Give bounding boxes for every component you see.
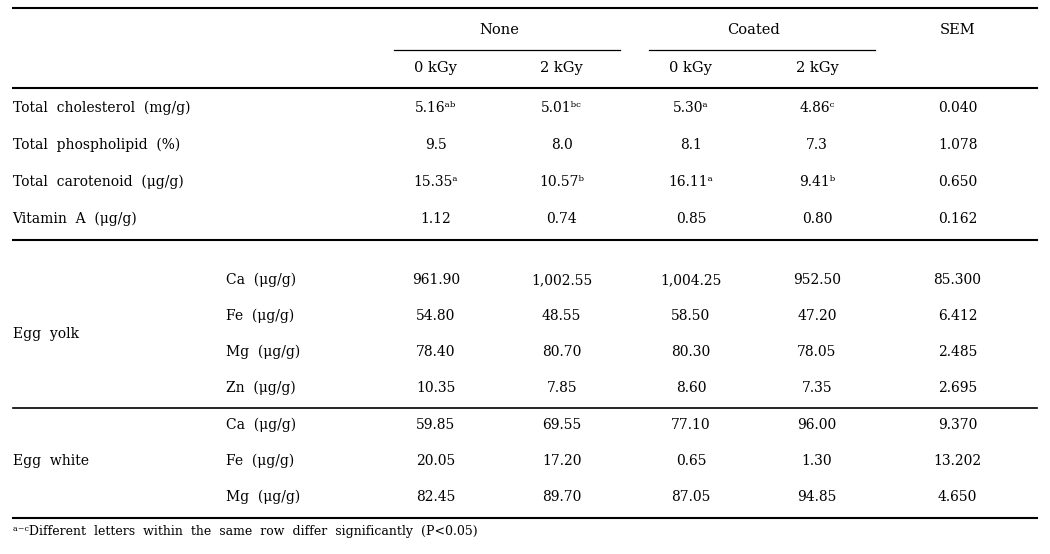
Text: 7.35: 7.35 xyxy=(801,381,833,395)
Text: 47.20: 47.20 xyxy=(797,309,837,323)
Text: 82.45: 82.45 xyxy=(416,490,456,504)
Text: 8.0: 8.0 xyxy=(551,138,572,152)
Text: 0.650: 0.650 xyxy=(938,175,978,189)
Text: 4.86ᶜ: 4.86ᶜ xyxy=(799,101,835,115)
Text: 77.10: 77.10 xyxy=(671,418,711,432)
Text: 0.80: 0.80 xyxy=(801,212,833,226)
Text: 15.35ᵃ: 15.35ᵃ xyxy=(414,175,458,189)
Text: 78.40: 78.40 xyxy=(416,345,456,359)
Text: 0.74: 0.74 xyxy=(546,212,578,226)
Text: Mg  (μg/g): Mg (μg/g) xyxy=(226,490,300,504)
Text: 9.5: 9.5 xyxy=(425,138,446,152)
Text: 16.11ᵃ: 16.11ᵃ xyxy=(669,175,713,189)
Text: 1.078: 1.078 xyxy=(938,138,978,152)
Text: Ca  (μg/g): Ca (μg/g) xyxy=(226,273,296,287)
Text: 1.12: 1.12 xyxy=(420,212,451,226)
Text: Egg  yolk: Egg yolk xyxy=(13,327,79,341)
Text: 961.90: 961.90 xyxy=(412,273,460,287)
Text: 5.01ᵇᶜ: 5.01ᵇᶜ xyxy=(542,101,582,115)
Text: 1,002.55: 1,002.55 xyxy=(531,273,592,287)
Text: Fe  (μg/g): Fe (μg/g) xyxy=(226,309,294,323)
Text: 69.55: 69.55 xyxy=(542,418,582,432)
Text: 87.05: 87.05 xyxy=(671,490,711,504)
Text: 7.3: 7.3 xyxy=(806,138,827,152)
Text: 0.162: 0.162 xyxy=(938,212,978,226)
Text: 0.65: 0.65 xyxy=(675,454,707,468)
Text: 9.41ᵇ: 9.41ᵇ xyxy=(799,175,835,189)
Text: 58.50: 58.50 xyxy=(671,309,711,323)
Text: 952.50: 952.50 xyxy=(793,273,841,287)
Text: 8.1: 8.1 xyxy=(680,138,701,152)
Text: 10.35: 10.35 xyxy=(416,381,456,395)
Text: ᵃ⁻ᶜDifferent  letters  within  the  same  row  differ  significantly  (P<0.05): ᵃ⁻ᶜDifferent letters within the same row… xyxy=(13,526,477,538)
Text: Total  carotenoid  (μg/g): Total carotenoid (μg/g) xyxy=(13,175,184,189)
Text: 85.300: 85.300 xyxy=(933,273,982,287)
Text: Total  cholesterol  (mg/g): Total cholesterol (mg/g) xyxy=(13,101,190,115)
Text: 0 kGy: 0 kGy xyxy=(670,61,712,75)
Text: Zn  (μg/g): Zn (μg/g) xyxy=(226,381,295,395)
Text: Mg  (μg/g): Mg (μg/g) xyxy=(226,345,300,359)
Text: Egg  white: Egg white xyxy=(13,454,88,468)
Text: 0.85: 0.85 xyxy=(675,212,707,226)
Text: 6.412: 6.412 xyxy=(938,309,978,323)
Text: 7.85: 7.85 xyxy=(546,381,578,395)
Text: 1.30: 1.30 xyxy=(801,454,833,468)
Text: 13.202: 13.202 xyxy=(933,454,982,468)
Text: 96.00: 96.00 xyxy=(797,418,837,432)
Text: Fe  (μg/g): Fe (μg/g) xyxy=(226,454,294,468)
Text: 8.60: 8.60 xyxy=(675,381,707,395)
Text: 17.20: 17.20 xyxy=(542,454,582,468)
Text: 5.16ᵃᵇ: 5.16ᵃᵇ xyxy=(415,101,457,115)
Text: 80.70: 80.70 xyxy=(542,345,582,359)
Text: 89.70: 89.70 xyxy=(542,490,582,504)
Text: 59.85: 59.85 xyxy=(416,418,456,432)
Text: 5.30ᵃ: 5.30ᵃ xyxy=(673,101,709,115)
Text: 78.05: 78.05 xyxy=(797,345,837,359)
Text: 0 kGy: 0 kGy xyxy=(415,61,457,75)
Text: 20.05: 20.05 xyxy=(416,454,456,468)
Text: 1,004.25: 1,004.25 xyxy=(660,273,721,287)
Text: Total  phospholipid  (%): Total phospholipid (%) xyxy=(13,138,180,152)
Text: 80.30: 80.30 xyxy=(671,345,711,359)
Text: 2 kGy: 2 kGy xyxy=(796,61,838,75)
Text: Ca  (μg/g): Ca (μg/g) xyxy=(226,418,296,432)
Text: 2 kGy: 2 kGy xyxy=(541,61,583,75)
Text: 2.485: 2.485 xyxy=(938,345,978,359)
Text: 10.57ᵇ: 10.57ᵇ xyxy=(540,175,584,189)
Text: 48.55: 48.55 xyxy=(542,309,582,323)
Text: 2.695: 2.695 xyxy=(938,381,978,395)
Text: 54.80: 54.80 xyxy=(416,309,456,323)
Text: 4.650: 4.650 xyxy=(938,490,978,504)
Text: 94.85: 94.85 xyxy=(797,490,837,504)
Text: SEM: SEM xyxy=(940,23,975,37)
Text: Vitamin  A  (μg/g): Vitamin A (μg/g) xyxy=(13,212,138,226)
Text: Coated: Coated xyxy=(728,23,780,37)
Text: None: None xyxy=(479,23,519,37)
Text: 0.040: 0.040 xyxy=(938,101,978,115)
Text: 9.370: 9.370 xyxy=(938,418,978,432)
